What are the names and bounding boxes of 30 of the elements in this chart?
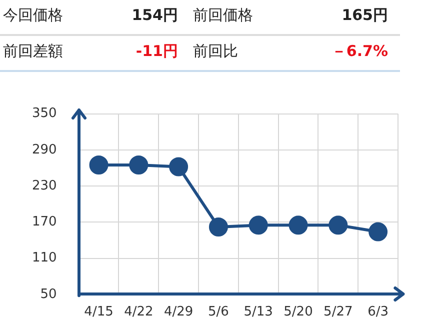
y-tick-label: 290 bbox=[32, 142, 57, 158]
point bbox=[169, 157, 188, 176]
point bbox=[328, 216, 348, 235]
x-tick-label: 5/13 bbox=[244, 304, 273, 320]
x-tick-label: 5/27 bbox=[324, 304, 353, 320]
text: 前回価格 bbox=[190, 0, 305, 36]
y-tick-label: 230 bbox=[32, 178, 57, 194]
text: 154円 bbox=[95, 0, 190, 36]
y-tick-label: 350 bbox=[32, 106, 57, 122]
x-tick-label: 6/3 bbox=[368, 304, 389, 320]
point bbox=[208, 217, 228, 236]
point bbox=[248, 216, 268, 235]
text: 前回差額 bbox=[0, 36, 95, 72]
x-tick-label: 4/29 bbox=[164, 304, 194, 320]
x-tick-label: 4/22 bbox=[124, 304, 154, 320]
y-tick-label: 110 bbox=[32, 250, 57, 266]
point bbox=[129, 155, 148, 174]
text: 前回比 bbox=[190, 36, 305, 72]
text: -11円 bbox=[95, 36, 190, 72]
text: 165円 bbox=[305, 0, 400, 36]
text: 今回価格 bbox=[0, 0, 95, 36]
point bbox=[89, 155, 108, 174]
x-tick-label: 5/6 bbox=[208, 304, 229, 320]
x-tick-label: 4/15 bbox=[84, 304, 114, 320]
y-tick-label: 50 bbox=[40, 286, 57, 302]
point bbox=[368, 222, 388, 242]
y-tick-label: 170 bbox=[32, 214, 57, 230]
text: －6.7% bbox=[305, 36, 400, 72]
point bbox=[288, 216, 308, 235]
x-tick-label: 5/20 bbox=[284, 304, 313, 320]
